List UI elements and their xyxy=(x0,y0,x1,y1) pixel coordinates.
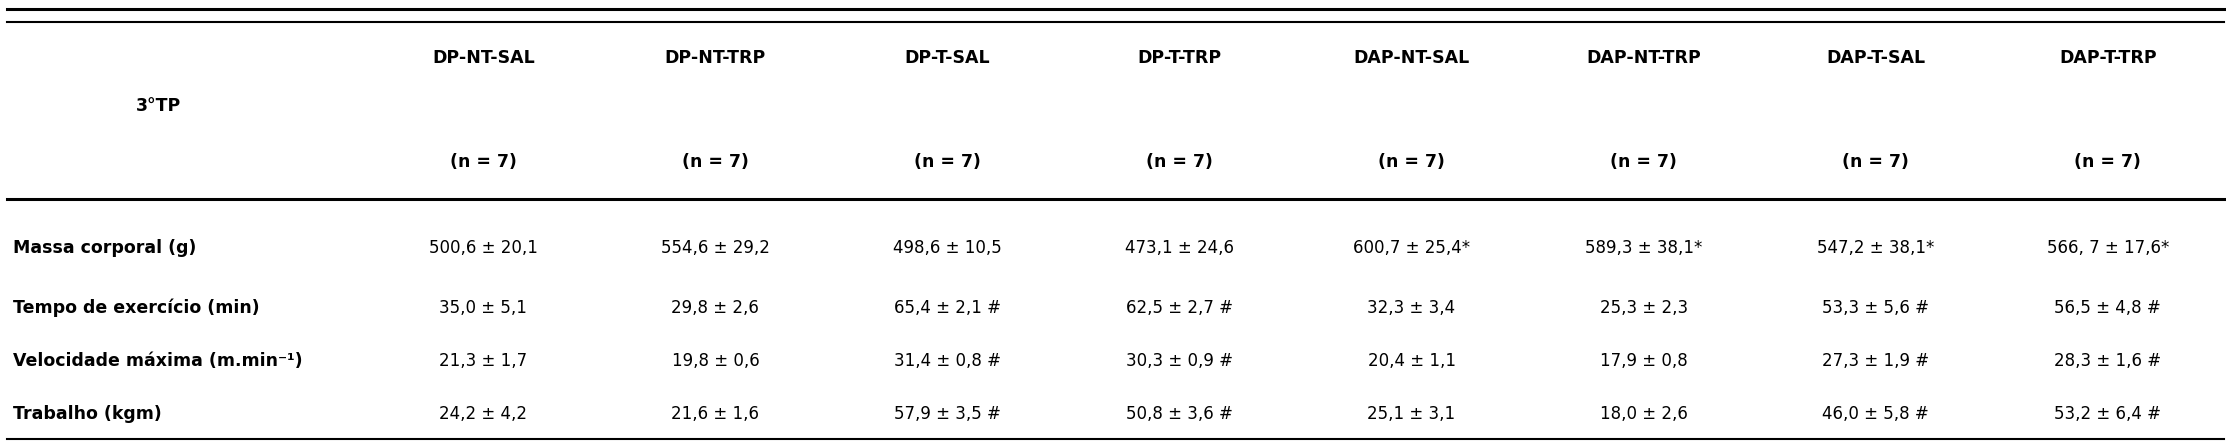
Text: 32,3 ± 3,4: 32,3 ± 3,4 xyxy=(1367,299,1456,317)
Text: Trabalho (kgm): Trabalho (kgm) xyxy=(13,405,162,423)
Text: 566, 7 ± 17,6*: 566, 7 ± 17,6* xyxy=(2046,239,2168,257)
Text: DAP-T-SAL: DAP-T-SAL xyxy=(1825,49,1925,66)
Text: 18,0 ± 2,6: 18,0 ± 2,6 xyxy=(1600,405,1687,423)
Text: 29,8 ± 2,6: 29,8 ± 2,6 xyxy=(672,299,759,317)
Text: 30,3 ± 0,9 #: 30,3 ± 0,9 # xyxy=(1126,352,1233,370)
Text: DP-NT-TRP: DP-NT-TRP xyxy=(666,49,766,66)
Text: 50,8 ± 3,6 #: 50,8 ± 3,6 # xyxy=(1126,405,1233,423)
Text: 21,6 ± 1,6: 21,6 ± 1,6 xyxy=(672,405,759,423)
Text: 46,0 ± 5,8 #: 46,0 ± 5,8 # xyxy=(1823,405,1930,423)
Text: 62,5 ± 2,7 #: 62,5 ± 2,7 # xyxy=(1126,299,1233,317)
Text: Tempo de exercício (min): Tempo de exercício (min) xyxy=(13,299,260,317)
Text: 27,3 ± 1,9 #: 27,3 ± 1,9 # xyxy=(1823,352,1930,370)
Text: 53,3 ± 5,6 #: 53,3 ± 5,6 # xyxy=(1823,299,1930,317)
Text: 28,3 ± 1,6 #: 28,3 ± 1,6 # xyxy=(2055,352,2161,370)
Text: 31,4 ± 0,8 #: 31,4 ± 0,8 # xyxy=(895,352,1002,370)
Text: 21,3 ± 1,7: 21,3 ± 1,7 xyxy=(439,352,528,370)
Text: Velocidade máxima (m.min⁻¹): Velocidade máxima (m.min⁻¹) xyxy=(13,352,303,370)
Text: 600,7 ± 25,4*: 600,7 ± 25,4* xyxy=(1353,239,1469,257)
Text: 65,4 ± 2,1 #: 65,4 ± 2,1 # xyxy=(895,299,1002,317)
Text: DP-T-SAL: DP-T-SAL xyxy=(904,49,991,66)
Text: (n = 7): (n = 7) xyxy=(1843,153,1910,171)
Text: 589,3 ± 38,1*: 589,3 ± 38,1* xyxy=(1585,239,1703,257)
Text: (n = 7): (n = 7) xyxy=(681,153,748,171)
Text: (n = 7): (n = 7) xyxy=(1146,153,1213,171)
Text: 498,6 ± 10,5: 498,6 ± 10,5 xyxy=(893,239,1002,257)
Text: 20,4 ± 1,1: 20,4 ± 1,1 xyxy=(1367,352,1456,370)
Text: (n = 7): (n = 7) xyxy=(1609,153,1676,171)
Text: 56,5 ± 4,8 #: 56,5 ± 4,8 # xyxy=(2055,299,2161,317)
Text: 547,2 ± 38,1*: 547,2 ± 38,1* xyxy=(1816,239,1934,257)
Text: 24,2 ± 4,2: 24,2 ± 4,2 xyxy=(439,405,528,423)
Text: DAP-T-TRP: DAP-T-TRP xyxy=(2059,49,2157,66)
Text: 57,9 ± 3,5 #: 57,9 ± 3,5 # xyxy=(895,405,1002,423)
Text: 473,1 ± 24,6: 473,1 ± 24,6 xyxy=(1124,239,1233,257)
Text: 25,1 ± 3,1: 25,1 ± 3,1 xyxy=(1367,405,1456,423)
Text: (n = 7): (n = 7) xyxy=(450,153,516,171)
Text: 35,0 ± 5,1: 35,0 ± 5,1 xyxy=(439,299,528,317)
Text: DAP-NT-SAL: DAP-NT-SAL xyxy=(1353,49,1469,66)
Text: 19,8 ± 0,6: 19,8 ± 0,6 xyxy=(672,352,759,370)
Text: 554,6 ± 29,2: 554,6 ± 29,2 xyxy=(661,239,770,257)
Text: (n = 7): (n = 7) xyxy=(2075,153,2141,171)
Text: (n = 7): (n = 7) xyxy=(1378,153,1445,171)
Text: 25,3 ± 2,3: 25,3 ± 2,3 xyxy=(1600,299,1687,317)
Text: 3°TP: 3°TP xyxy=(136,97,180,115)
Text: DP-T-TRP: DP-T-TRP xyxy=(1137,49,1222,66)
Text: DAP-NT-TRP: DAP-NT-TRP xyxy=(1587,49,1701,66)
Text: 17,9 ± 0,8: 17,9 ± 0,8 xyxy=(1600,352,1687,370)
Text: 53,2 ± 6,4 #: 53,2 ± 6,4 # xyxy=(2055,405,2161,423)
Text: (n = 7): (n = 7) xyxy=(915,153,982,171)
Text: 500,6 ± 20,1: 500,6 ± 20,1 xyxy=(430,239,539,257)
Text: Massa corporal (g): Massa corporal (g) xyxy=(13,239,196,257)
Text: DP-NT-SAL: DP-NT-SAL xyxy=(432,49,534,66)
